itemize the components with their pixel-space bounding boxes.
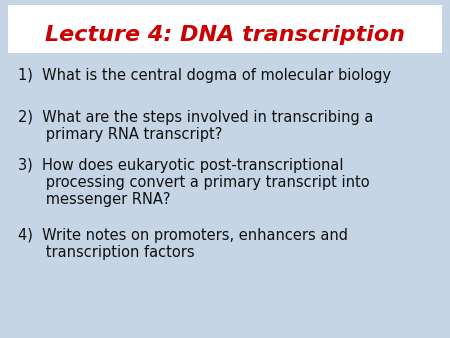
- Text: Lecture 4: DNA transcription: Lecture 4: DNA transcription: [45, 25, 405, 45]
- Text: processing convert a primary transcript into: processing convert a primary transcript …: [18, 175, 369, 190]
- FancyBboxPatch shape: [8, 5, 442, 53]
- Text: 1)  What is the central dogma of molecular biology: 1) What is the central dogma of molecula…: [18, 68, 391, 83]
- Text: primary RNA transcript?: primary RNA transcript?: [18, 127, 222, 142]
- Text: 4)  Write notes on promoters, enhancers and: 4) Write notes on promoters, enhancers a…: [18, 228, 348, 243]
- Text: 3)  How does eukaryotic post-transcriptional: 3) How does eukaryotic post-transcriptio…: [18, 158, 343, 173]
- Text: transcription factors: transcription factors: [18, 245, 194, 260]
- Text: messenger RNA?: messenger RNA?: [18, 192, 171, 207]
- Text: 2)  What are the steps involved in transcribing a: 2) What are the steps involved in transc…: [18, 110, 373, 125]
